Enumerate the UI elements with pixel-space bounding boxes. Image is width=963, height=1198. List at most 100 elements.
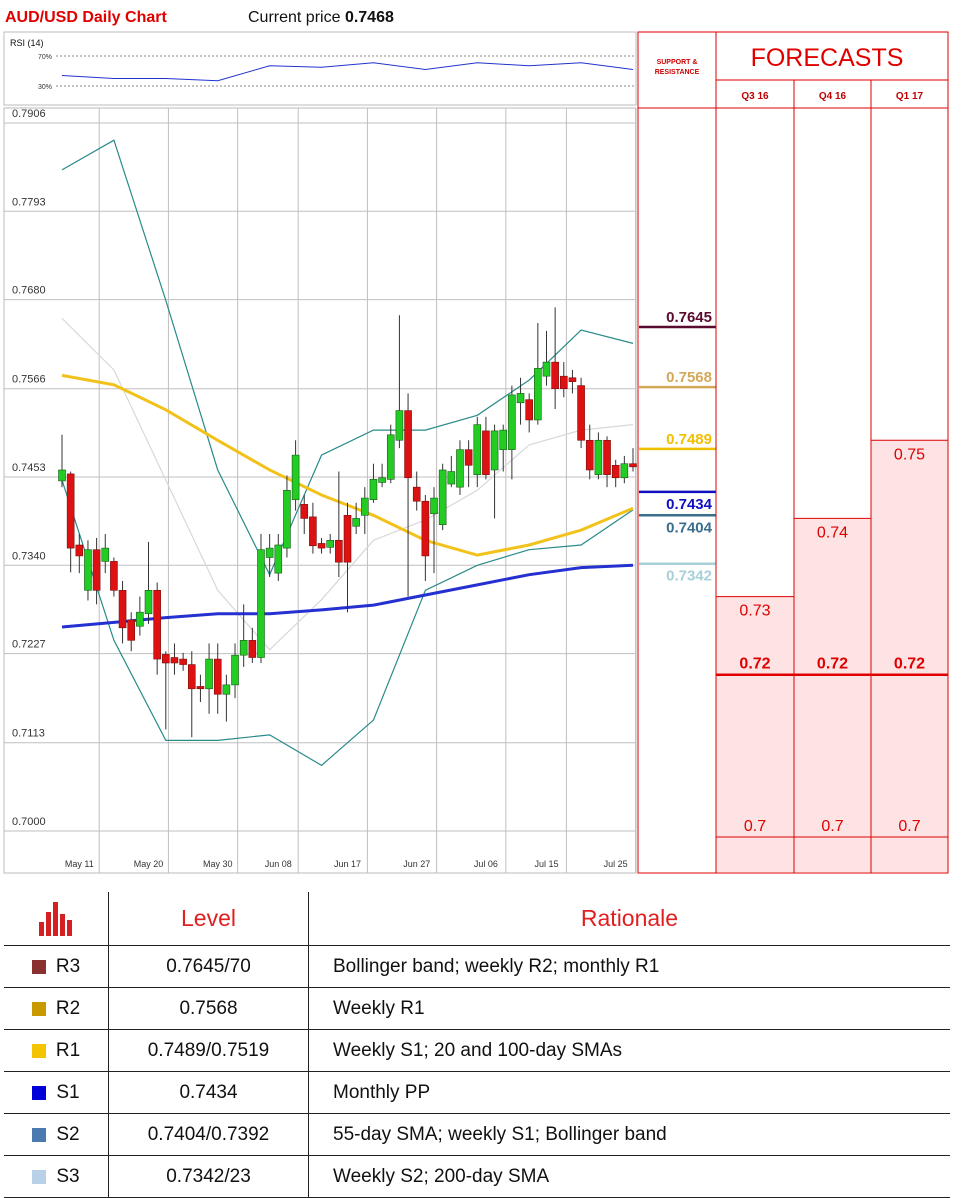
forecast-low: 0.7 — [744, 818, 766, 835]
quarter-label: Q1 17 — [896, 91, 924, 102]
row-code-cell: S1 — [4, 1072, 109, 1113]
header-rationale: Rationale — [580, 905, 679, 931]
row-code-cell: S2 — [4, 1114, 109, 1155]
row-code: S3 — [56, 1165, 80, 1187]
candle-body — [335, 539, 343, 563]
candle-body — [534, 368, 542, 421]
x-tick-label: Jun 27 — [403, 859, 430, 869]
x-tick-label: Jul 25 — [604, 859, 628, 869]
level-swatch — [32, 1127, 47, 1142]
sr-label: 0.7568 — [666, 369, 712, 386]
rsi-tick-label: 70% — [38, 54, 52, 61]
rsi-line — [61, 62, 634, 82]
row-rationale: Monthly PP — [333, 1081, 431, 1103]
table-row: S2 0.7404/0.7392 55-day SMA; weekly S1; Bo… — [4, 1114, 950, 1156]
candle-body — [257, 549, 265, 658]
x-tick-label: May 30 — [203, 859, 233, 869]
sr-label: 0.7342 — [666, 568, 712, 585]
y-tick-label: 0.7906 — [12, 108, 46, 120]
candle-body — [430, 497, 438, 515]
bar-icon — [39, 901, 72, 936]
x-tick-label: May 11 — [65, 859, 94, 869]
candle-body — [378, 477, 386, 483]
row-level: 0.7568 — [109, 988, 309, 1029]
candle-body — [127, 619, 136, 641]
candle-body — [213, 658, 222, 695]
row-rationale: Weekly S2; 200-day SMA — [333, 1165, 550, 1187]
forecast-range — [716, 596, 794, 872]
price-line: Current price 0.7468 — [248, 9, 394, 26]
row-level: 0.7645/70 — [109, 946, 309, 987]
candle-body — [395, 410, 404, 441]
candle-body — [386, 434, 395, 480]
quarter-label: Q4 16 — [819, 91, 847, 102]
level-swatch — [32, 1169, 47, 1184]
row-rationale: 55-day SMA; weekly S1; Bollinger band — [333, 1123, 667, 1145]
row-level: 0.7434 — [109, 1072, 309, 1113]
candle-body — [170, 657, 179, 664]
rsi-panel — [3, 31, 637, 106]
candle-body — [352, 518, 360, 527]
forecast-range — [871, 440, 948, 872]
y-tick-label: 0.7000 — [12, 816, 46, 828]
row-code: R1 — [55, 1039, 81, 1061]
price-panel — [3, 107, 637, 874]
candle-body — [438, 469, 447, 525]
forecast-mid: 0.72 — [739, 656, 770, 673]
quarter-label: Q3 16 — [741, 91, 769, 102]
rsi-tick-label: 30% — [38, 84, 52, 91]
row-code: R2 — [55, 997, 81, 1019]
price-value: 0.7468 — [345, 9, 394, 26]
x-tick-label: Jul 06 — [474, 859, 498, 869]
candle-body — [456, 449, 464, 488]
sr-label: 0.7645 — [666, 309, 712, 326]
candle-body — [248, 640, 257, 658]
candle-body — [309, 516, 317, 547]
candle-body — [603, 439, 611, 475]
row-level: 0.7489/0.7519 — [109, 1030, 309, 1071]
candle-body — [118, 590, 127, 629]
y-tick-label: 0.7227 — [12, 639, 46, 651]
candle-body — [291, 454, 300, 500]
candle-body — [542, 361, 551, 377]
row-rationale: Weekly S1; 20 and 100-day SMAs — [333, 1039, 623, 1061]
chart-title: AUD/USD Daily Chart — [5, 9, 167, 26]
candle-body — [568, 377, 577, 382]
candle-body — [265, 547, 274, 558]
candle-body — [66, 473, 75, 549]
candle-body — [464, 449, 473, 466]
candle-body — [585, 439, 594, 471]
y-tick-label: 0.7113 — [12, 728, 45, 740]
candle-body — [482, 430, 490, 475]
rsi-title: RSI (14) — [10, 38, 44, 48]
level-swatch — [31, 959, 46, 974]
candle-body — [58, 469, 66, 482]
table-row: R2 0.7568 Weekly R1 — [4, 988, 950, 1030]
row-rationale: Bollinger band; weekly R2; monthly R1 — [333, 955, 660, 977]
candle-body — [187, 664, 196, 690]
x-tick-label: Jul 15 — [534, 859, 558, 869]
candle-body — [421, 500, 430, 557]
forecast-range — [794, 518, 871, 872]
candle-body — [551, 361, 559, 389]
row-code-cell: R2 — [4, 988, 109, 1029]
candle-body — [473, 424, 482, 475]
price-label: Current price — [248, 9, 341, 26]
candle-body — [326, 539, 334, 548]
candle-body — [412, 486, 421, 502]
row-code: S2 — [56, 1123, 80, 1145]
header-level: Level — [109, 892, 309, 945]
candle-body — [205, 658, 213, 690]
table-row: R3 0.7645/70 Bollinger band; weekly R2; mo… — [4, 946, 950, 988]
candle-body — [84, 549, 92, 591]
forecast-mid: 0.72 — [817, 656, 848, 673]
candle-body — [369, 479, 378, 500]
candle-body — [620, 463, 629, 479]
row-level: 0.7342/23 — [109, 1156, 309, 1197]
forecasts-title: FORECASTS — [751, 44, 904, 72]
candle-body — [594, 439, 603, 475]
row-code-cell: R1 — [4, 1030, 109, 1071]
y-tick-label: 0.7680 — [12, 285, 46, 297]
candle-body — [274, 544, 283, 574]
